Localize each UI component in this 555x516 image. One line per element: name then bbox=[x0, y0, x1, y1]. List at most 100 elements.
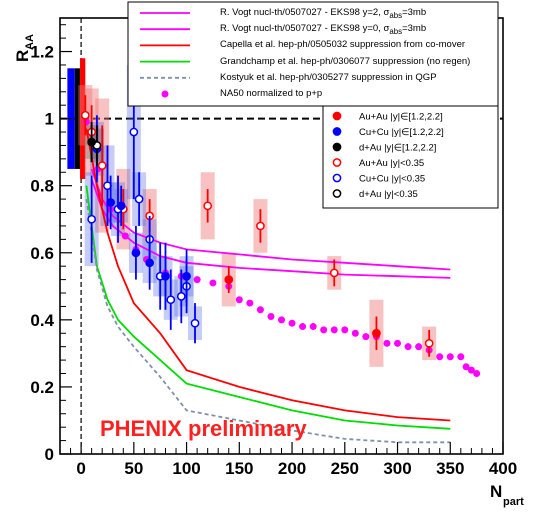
na50-point bbox=[193, 276, 201, 284]
na50-point bbox=[341, 326, 349, 334]
data-point bbox=[87, 137, 96, 147]
data-point bbox=[97, 161, 107, 170]
data-point bbox=[87, 214, 96, 224]
data-point bbox=[176, 292, 186, 301]
y-tick-label: 0.2 bbox=[30, 378, 54, 397]
na50-point bbox=[415, 343, 423, 351]
na50-point bbox=[394, 339, 402, 347]
y-tick-label: 0 bbox=[45, 445, 54, 464]
legend-label: d+Au |y|<0.35 bbox=[359, 189, 418, 200]
x-tick-label: 250 bbox=[331, 459, 359, 478]
legend-label: Capella et al. hep-ph/0505032 suppressio… bbox=[220, 39, 466, 51]
na50-point bbox=[473, 370, 481, 378]
theory-curve-4 bbox=[85, 198, 451, 444]
legend-label: d+Au |y|∈[1.2,2.2] bbox=[359, 143, 436, 154]
data-point bbox=[424, 338, 434, 348]
legend-marker bbox=[161, 90, 169, 98]
na50-point bbox=[246, 299, 254, 307]
y-axis-title: RAA bbox=[13, 34, 36, 62]
y-axis-title-sub: AA bbox=[24, 34, 36, 50]
data-point bbox=[161, 271, 170, 281]
data-point bbox=[182, 271, 191, 281]
legend-label: NA50 normalized to p+p bbox=[220, 88, 323, 99]
x-tick-label: 200 bbox=[278, 459, 306, 478]
na50-point bbox=[235, 296, 243, 304]
global-sys-bar-1 bbox=[74, 68, 81, 169]
y-axis-title-main: R bbox=[13, 50, 32, 62]
y-tick-label: 1.2 bbox=[30, 43, 54, 62]
legend-label: Cu+Cu |y|∈[1.2,2.2] bbox=[359, 127, 444, 138]
legend-marker bbox=[332, 158, 342, 167]
legend-label: Au+Au |y|∈[1.2,2.2] bbox=[359, 112, 443, 123]
na50-point bbox=[288, 319, 296, 327]
legend-marker bbox=[332, 127, 342, 136]
legend-entry: R. Vogt nucl-th/0507027 - EKS98 y=2, σab… bbox=[220, 7, 427, 20]
legend-entry: R. Vogt nucl-th/0507027 - EKS98 y=0, σab… bbox=[220, 23, 427, 37]
theory-curve-2 bbox=[85, 128, 451, 422]
na50-point bbox=[309, 323, 317, 331]
x-tick-label: 300 bbox=[383, 459, 411, 478]
data-point bbox=[203, 201, 213, 211]
legend-marker bbox=[332, 142, 342, 152]
x-tick-label: 350 bbox=[436, 459, 464, 478]
y-tick-label: 0.4 bbox=[30, 311, 54, 330]
data-point bbox=[224, 275, 234, 284]
legend-models: R. Vogt nucl-th/0507027 - EKS98 y=2, σab… bbox=[127, 1, 499, 107]
x-tick-label: 150 bbox=[225, 459, 253, 478]
na50-point bbox=[82, 118, 90, 126]
na50-point bbox=[383, 339, 391, 347]
na50-point bbox=[351, 329, 359, 337]
data-point bbox=[166, 295, 176, 305]
na50-point bbox=[404, 343, 412, 351]
legend-data-box bbox=[322, 105, 499, 209]
na50-point bbox=[256, 306, 264, 314]
x-tick-label: 400 bbox=[489, 459, 517, 478]
x-tick-label: 0 bbox=[76, 459, 85, 478]
legend-label: Kostyuk et al. hep-ph/0305277 suppressio… bbox=[220, 71, 437, 83]
y-tick-label: 0.8 bbox=[30, 177, 54, 196]
data-point bbox=[80, 110, 90, 120]
data-point bbox=[190, 318, 200, 328]
data-point bbox=[372, 328, 381, 338]
y-tick-label: 1 bbox=[45, 110, 54, 129]
legend-marker bbox=[332, 189, 342, 198]
legend-label: Grandchamp et al. hep-ph/0306077 suppres… bbox=[220, 55, 471, 67]
legend-data: Au+Au |y|∈[1.2,2.2] Cu+Cu |y|∈[1.2,2.2] d+… bbox=[322, 105, 499, 209]
na50-point bbox=[209, 279, 217, 287]
data-point bbox=[131, 248, 141, 258]
na50-point bbox=[467, 366, 475, 374]
na50-point bbox=[299, 323, 307, 331]
x-axis-title-main: N bbox=[490, 482, 502, 501]
legend-label: R. Vogt nucl-th/0507027 - EKS98 y=2, σab… bbox=[220, 7, 427, 20]
data-point bbox=[116, 201, 126, 211]
legend-label: Au+Au |y|<0.35 bbox=[359, 158, 424, 169]
x-axis-title-sub: part bbox=[503, 496, 524, 508]
theory-curve-3 bbox=[85, 185, 451, 430]
y-tick-label: 0.6 bbox=[30, 244, 54, 263]
legend-label: R. Vogt nucl-th/0507027 - EKS98 y=0, σab… bbox=[220, 23, 427, 37]
data-point bbox=[129, 127, 139, 137]
watermark-label: PHENIX preliminary bbox=[100, 416, 307, 441]
legend-label: Cu+Cu |y|<0.35 bbox=[359, 174, 425, 185]
na50-point bbox=[436, 353, 444, 361]
legend-models-box bbox=[127, 1, 499, 107]
data-points bbox=[80, 64, 434, 357]
legend-entry: Kostyuk et al. hep-ph/0305277 suppressio… bbox=[220, 71, 437, 83]
x-tick-label: 50 bbox=[124, 459, 143, 478]
na50-point bbox=[446, 353, 454, 361]
data-point bbox=[145, 258, 155, 268]
na50-point bbox=[462, 363, 470, 371]
data-point bbox=[329, 268, 339, 278]
legend-marker bbox=[332, 173, 342, 183]
na50-point bbox=[330, 326, 338, 334]
legend-entry: Grandchamp et al. hep-ph/0306077 suppres… bbox=[220, 55, 471, 67]
na50-point bbox=[278, 316, 285, 324]
na50-point bbox=[362, 333, 370, 341]
x-tick-label: 100 bbox=[172, 459, 200, 478]
legend-entry: Capella et al. hep-ph/0505032 suppressio… bbox=[220, 39, 466, 51]
data-point bbox=[256, 221, 265, 231]
na50-point bbox=[267, 312, 275, 320]
na50-point bbox=[320, 326, 328, 334]
